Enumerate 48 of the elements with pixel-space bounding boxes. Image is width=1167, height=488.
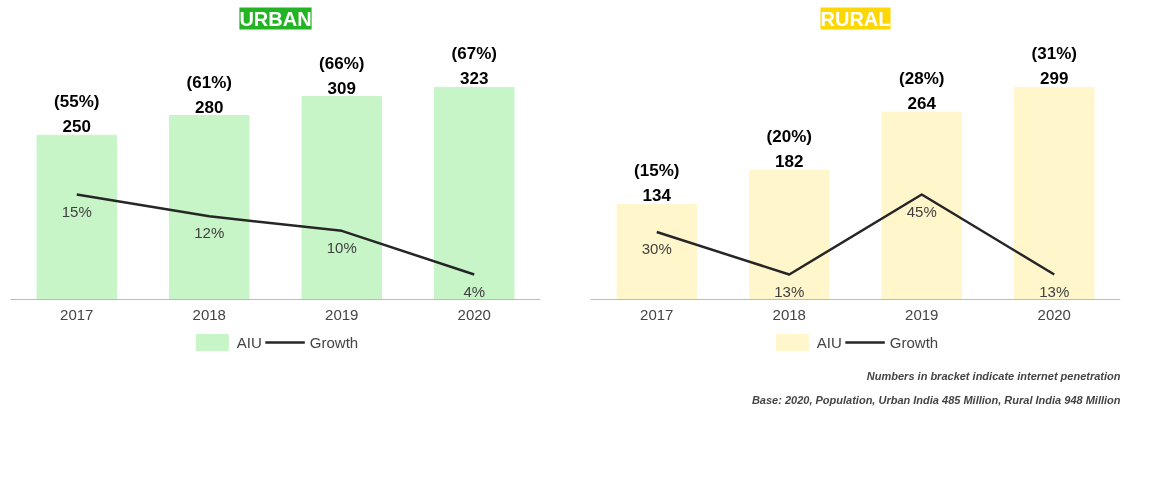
data-label: 182 — [775, 152, 804, 172]
data-label: 299 — [1040, 69, 1069, 89]
data-label: 280 — [195, 97, 224, 117]
annotation: (15%) — [634, 161, 680, 181]
chart-title: RURAL — [820, 7, 891, 30]
x-tick-label: 2017 — [640, 306, 674, 324]
x-tick-label: 2019 — [325, 306, 359, 324]
annotation: (28%) — [899, 69, 945, 89]
data-label: 323 — [460, 69, 489, 89]
annotation: (31%) — [1031, 44, 1077, 64]
data-label: 30% — [641, 240, 672, 257]
data-label: 264 — [907, 94, 937, 114]
annotation: (20%) — [766, 127, 812, 147]
bar — [1014, 86, 1095, 300]
bar — [434, 86, 515, 300]
data-label: 13% — [774, 282, 805, 300]
bar — [616, 203, 697, 300]
x-tick-label: 2019 — [905, 306, 939, 324]
chart-title: URBAN — [239, 7, 312, 30]
legend-label: AIU — [816, 333, 842, 351]
data-label: 45% — [906, 202, 937, 220]
data-label: 13% — [1039, 282, 1070, 300]
text: Base: 2020, Population, Urban India 485 Million, Rural India 948 Million — [751, 393, 1121, 406]
data-label: 309 — [327, 78, 356, 98]
data-label: 15% — [61, 202, 92, 220]
text: Numbers in bracket indicate internet penetration — [866, 369, 1121, 382]
data-label: 4% — [463, 282, 486, 300]
data-label: 10% — [326, 238, 357, 256]
annotation: (61%) — [186, 72, 232, 92]
data-label: 134 — [642, 186, 672, 206]
legend-label: Growth — [889, 333, 939, 351]
bar — [301, 96, 382, 300]
x-tick-label: 2018 — [192, 306, 226, 324]
x-tick-label: 2020 — [457, 306, 491, 324]
data-label: 250 — [62, 117, 91, 137]
bar — [169, 115, 250, 300]
x-tick-label: 2017 — [60, 306, 94, 324]
legend-label: Growth — [309, 333, 359, 351]
bar — [749, 169, 830, 300]
x-tick-label: 2018 — [772, 306, 806, 324]
annotation: (66%) — [319, 53, 365, 73]
data-label: 12% — [194, 224, 225, 242]
legend-label: AIU — [236, 333, 262, 351]
annotation: (55%) — [54, 92, 100, 112]
x-tick-label: 2020 — [1037, 306, 1071, 324]
bar — [881, 111, 962, 300]
bar — [36, 134, 117, 300]
annotation: (67%) — [451, 44, 497, 64]
